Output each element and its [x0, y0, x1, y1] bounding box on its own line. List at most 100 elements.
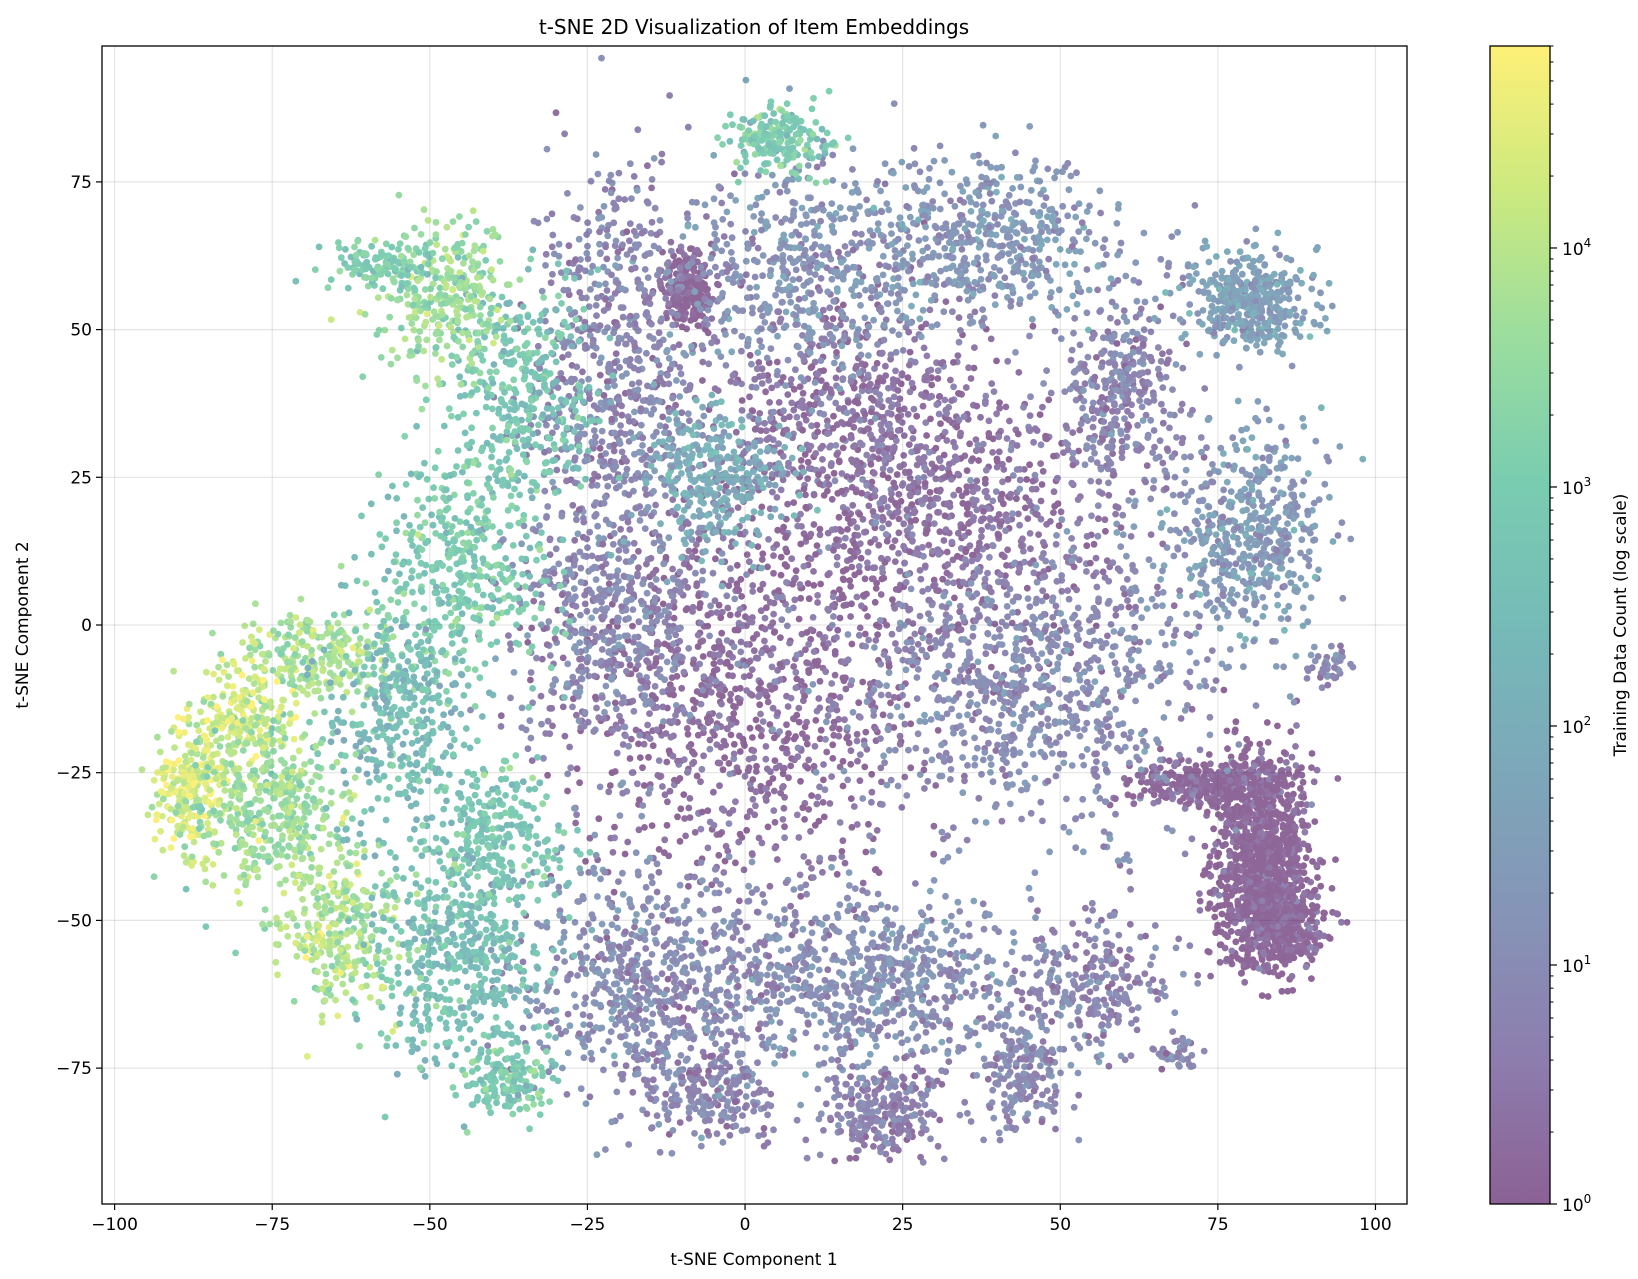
- scatter-point: [932, 464, 940, 471]
- scatter-point: [1027, 393, 1034, 401]
- scatter-point: [878, 442, 886, 449]
- scatter-point: [937, 420, 944, 427]
- scatter-point: [1244, 951, 1251, 959]
- scatter-point: [850, 443, 857, 450]
- scatter-point: [907, 764, 915, 772]
- scatter-point: [856, 439, 864, 447]
- scatter-point: [627, 246, 635, 254]
- scatter-point: [930, 822, 938, 830]
- scatter-point: [1037, 441, 1045, 449]
- scatter-point: [1307, 878, 1315, 886]
- scatter-point: [650, 487, 657, 495]
- scatter-point: [894, 401, 902, 408]
- scatter-point: [653, 357, 661, 364]
- scatter-point: [838, 527, 845, 535]
- scatter-point: [559, 354, 566, 361]
- scatter-point: [1210, 825, 1217, 833]
- scatter-point: [917, 443, 925, 450]
- scatter-point: [940, 537, 948, 544]
- scatter-point: [673, 295, 680, 303]
- scatter-point: [841, 716, 848, 724]
- scatter-point: [956, 295, 963, 303]
- scatter-point: [819, 442, 826, 450]
- scatter-point: [639, 434, 647, 442]
- scatter-point: [867, 460, 875, 468]
- scatter-point: [847, 547, 854, 555]
- scatter-point: [932, 494, 940, 502]
- scatter-point: [752, 716, 760, 724]
- scatter-point: [564, 286, 572, 294]
- scatter-point: [810, 491, 818, 499]
- scatter-point: [1264, 739, 1272, 746]
- scatter-point: [1214, 921, 1221, 929]
- scatter-point: [1284, 823, 1292, 831]
- scatter-point: [1242, 793, 1250, 800]
- scatter-point: [755, 359, 763, 366]
- scatter-point: [732, 859, 739, 867]
- scatter-point: [1321, 909, 1328, 917]
- scatter-point: [995, 433, 1003, 441]
- scatter-point: [732, 379, 740, 387]
- scatter-point: [630, 707, 638, 715]
- scatter-point: [966, 440, 973, 448]
- scatter-point: [636, 754, 644, 761]
- scatter-point: [730, 750, 738, 758]
- scatter-point: [738, 407, 746, 414]
- scatter-point: [604, 482, 612, 490]
- scatter-point: [664, 798, 671, 806]
- scatter-point: [1288, 781, 1296, 788]
- scatter-point: [656, 217, 664, 224]
- scatter-point: [544, 503, 552, 510]
- scatter-point: [780, 523, 787, 531]
- scatter-point: [1265, 864, 1273, 872]
- scatter-point: [939, 575, 947, 583]
- scatter-point: [820, 410, 828, 418]
- scatter-point: [734, 660, 742, 668]
- scatter-point: [936, 528, 944, 536]
- scatter-point: [936, 457, 944, 465]
- scatter-point: [932, 444, 940, 452]
- scatter-point: [1223, 895, 1231, 903]
- scatter-point: [1277, 949, 1285, 956]
- scatter-point: [1228, 862, 1236, 869]
- scatter-point: [684, 768, 692, 776]
- scatter-point: [879, 465, 887, 473]
- scatter-point: [891, 558, 899, 565]
- scatter-point: [582, 857, 589, 865]
- scatter-point: [586, 395, 594, 402]
- scatter-point: [959, 499, 967, 507]
- scatter-point: [930, 520, 938, 527]
- scatter-point: [786, 413, 793, 421]
- scatter-point: [755, 693, 762, 700]
- scatter-point: [733, 584, 741, 592]
- scatter-point: [1272, 908, 1280, 915]
- scatter-point: [707, 602, 714, 610]
- scatter-point: [762, 794, 770, 801]
- scatter-point: [816, 525, 824, 533]
- scatter-point: [827, 854, 835, 862]
- scatter-point: [934, 508, 941, 516]
- scatter-point: [790, 406, 798, 414]
- scatter-point: [817, 377, 825, 384]
- scatter-point: [736, 748, 744, 755]
- scatter-point: [1199, 871, 1207, 879]
- scatter-point: [948, 475, 955, 483]
- scatter-point: [697, 263, 705, 271]
- scatter-point: [805, 859, 812, 866]
- scatter-point: [643, 657, 650, 665]
- scatter-point: [1224, 745, 1231, 753]
- scatter-point: [1243, 929, 1250, 937]
- scatter-point: [936, 488, 944, 495]
- scatter-point: [1058, 587, 1066, 595]
- scatter-point: [795, 704, 803, 712]
- scatter-point: [978, 526, 985, 534]
- scatter-point: [626, 220, 634, 228]
- scatter-point: [762, 785, 770, 793]
- scatter-point: [1034, 511, 1041, 519]
- scatter-point: [542, 262, 549, 269]
- scatter-point: [874, 631, 881, 638]
- scatter-point: [778, 616, 786, 624]
- scatter-point: [611, 823, 618, 831]
- scatter-point: [1039, 403, 1046, 411]
- scatter-point: [1243, 735, 1250, 743]
